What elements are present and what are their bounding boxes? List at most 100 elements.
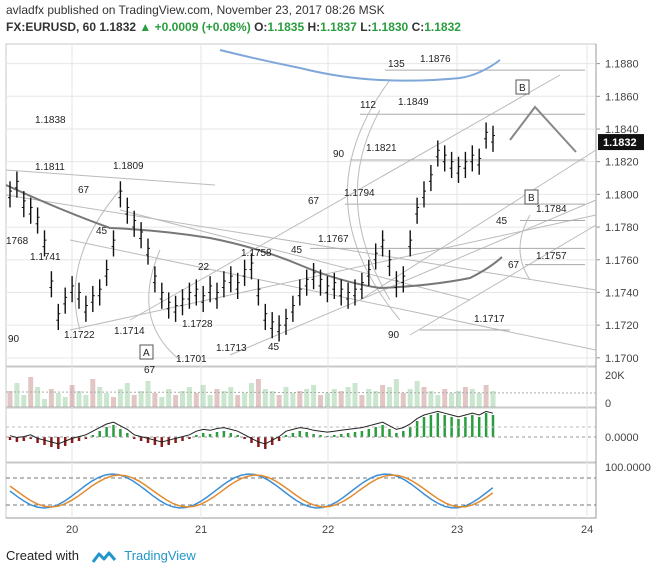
time-axis: 20 21 22 23 24: [66, 524, 593, 536]
tradingview-logo-icon: [91, 551, 116, 563]
volume-bar: [324, 393, 330, 407]
volume-tick-label: 0: [605, 398, 611, 410]
price-tick-label: 1.1720: [605, 320, 639, 332]
oscillator-panel: 0.0000: [6, 410, 639, 449]
volume-bar: [104, 393, 110, 407]
level-label: 1.1722: [64, 330, 95, 341]
volume-bar: [304, 389, 310, 407]
price-tick-label: 1.1740: [605, 287, 639, 299]
level-label: 135: [388, 59, 405, 70]
fib-arc: [519, 214, 531, 281]
level-label: 67: [78, 185, 90, 196]
chart-header: avladfx published on TradingView.com, No…: [6, 2, 461, 36]
volume-bar: [180, 391, 185, 407]
volume-bar: [462, 387, 468, 407]
oscillator-line: [9, 410, 494, 445]
high-value: 1.1837: [320, 20, 357, 34]
volume-bar: [138, 391, 144, 407]
current-price-box: [598, 134, 644, 151]
volume-bar: [55, 393, 61, 407]
volume-bar: [200, 385, 206, 407]
volume-bar: [269, 391, 275, 407]
price-tick-label: 1.1840: [605, 124, 639, 136]
level-label: 1.1794: [344, 188, 375, 199]
stochastic-d-line: [9, 474, 494, 508]
stochastic-panel: 100.0000: [6, 462, 651, 509]
level-label: 1768: [6, 236, 29, 247]
level-label: 45: [268, 342, 280, 353]
volume-bar: [345, 387, 351, 407]
pattern-label: B: [528, 193, 535, 204]
blue-moving-average: [219, 49, 501, 82]
level-label: 22: [198, 262, 210, 273]
level-label: 1.1741: [30, 252, 61, 263]
time-tick-label: 24: [581, 524, 593, 536]
price-axis: 1.1880 1.1860 1.1840 1.1820 1.1800 1.1780 1.17…: [596, 59, 644, 365]
publish-line: avladfx published on TradingView.com, No…: [6, 3, 385, 17]
volume-bar: [297, 391, 303, 407]
grid-lines: [6, 44, 596, 518]
fib-arc: [74, 189, 121, 331]
volume-bar: [318, 395, 323, 407]
level-label: 1.1809: [113, 161, 144, 172]
volume-bar: [221, 391, 227, 407]
volume-bar: [456, 391, 461, 407]
level-label: 112: [360, 100, 376, 111]
volume-bar: [449, 393, 455, 407]
volume-bar: [90, 379, 96, 407]
open-value: 1.1835: [267, 20, 305, 34]
price-candles: [8, 122, 495, 342]
trend-line: [129, 74, 561, 321]
price-tick-label: 1.1800: [605, 189, 639, 201]
volume-bar: [83, 395, 89, 407]
low-value: 1.1830: [371, 20, 409, 34]
volume-bar: [35, 387, 41, 407]
level-label: 1.1876: [420, 54, 451, 65]
pattern-label-box: [139, 344, 154, 360]
panel-frames: [5, 43, 597, 519]
oscillator-tick-label: 0.0000: [605, 432, 639, 444]
volume-bar: [255, 379, 261, 407]
volume-bar: [69, 385, 75, 407]
created-with: Created with: [6, 548, 79, 563]
volume-bar: [131, 395, 137, 407]
pattern-label-box: [524, 189, 539, 205]
price-tick-label: 1.1820: [605, 157, 639, 169]
volume-bar: [76, 391, 82, 407]
volume-bar: [476, 393, 482, 407]
volume-bar: [62, 397, 68, 407]
level-label: 1.1728: [182, 319, 213, 330]
stochastic-tick-label: 100.0000: [605, 462, 651, 474]
price-tick-label: 1.1700: [605, 353, 639, 365]
volume-bar: [469, 389, 475, 407]
level-label: 1.1821: [366, 143, 397, 154]
level-label: 1.1717: [474, 314, 505, 325]
volume-bar: [290, 393, 296, 407]
time-tick-label: 20: [66, 524, 78, 536]
level-label: 67: [144, 365, 156, 376]
volume-bar: [338, 391, 344, 407]
level-label: 67: [508, 260, 520, 271]
level-label: 45: [96, 226, 108, 237]
level-label: 1.1714: [114, 326, 145, 337]
tradingview-link[interactable]: TradingView: [124, 548, 196, 563]
price-tick-label: 1.1760: [605, 255, 639, 267]
trend-line: [359, 149, 597, 301]
level-label: 1.1849: [398, 97, 429, 108]
level-label: 90: [388, 330, 400, 341]
price-tick-label: 1.1860: [605, 91, 639, 103]
trend-line: [5, 169, 216, 186]
volume-bar: [490, 391, 496, 407]
time-tick-label: 23: [451, 524, 463, 536]
fib-arc: [346, 79, 401, 321]
level-label: 90: [333, 149, 345, 160]
footer: Created with TradingView: [6, 548, 196, 564]
time-tick-label: 22: [322, 524, 334, 536]
volume-bar: [159, 397, 165, 407]
volume-bar: [14, 383, 20, 407]
price-tick-label: 1.1880: [605, 59, 639, 71]
fib-arc: [356, 109, 391, 301]
volume-bar: [262, 389, 268, 407]
volume-bar: [373, 391, 379, 407]
